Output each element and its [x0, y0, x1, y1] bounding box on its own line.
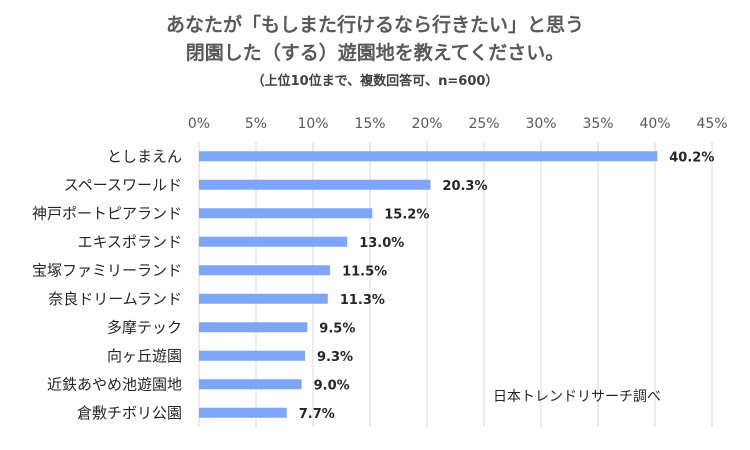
- x-tick-label: 5%: [245, 116, 267, 132]
- category-label: 神戸ポートピアランド: [32, 204, 182, 222]
- x-tick-label: 25%: [468, 116, 499, 132]
- source-note: 日本トレンドリサーチ調べ: [493, 389, 661, 405]
- x-tick-label: 40%: [639, 116, 670, 132]
- x-tick-label: 20%: [411, 116, 442, 132]
- data-label: 9.5%: [319, 321, 355, 336]
- x-tick-label: 15%: [354, 116, 385, 132]
- bar: [199, 236, 348, 247]
- category-label: 倉敷チボリ公園: [77, 404, 182, 422]
- category-label: 宝塚ファミリーランド: [32, 261, 182, 279]
- data-label: 11.5%: [342, 264, 387, 279]
- bar: [199, 407, 287, 418]
- data-label: 13.0%: [359, 236, 404, 251]
- category-label: エキスポランド: [77, 233, 182, 251]
- category-label: 奈良ドリームランド: [48, 290, 182, 308]
- data-label: 15.2%: [384, 207, 429, 222]
- data-label: 9.3%: [317, 350, 353, 365]
- data-label: 7.7%: [299, 407, 335, 422]
- data-label: 20.3%: [442, 179, 487, 194]
- x-tick-label: 35%: [582, 116, 613, 132]
- x-tick-label: 30%: [525, 116, 556, 132]
- category-label: 多摩テック: [107, 318, 182, 336]
- bar: [199, 322, 308, 333]
- category-label: 近鉄あやめ池遊園地: [47, 375, 182, 393]
- data-label: 11.3%: [340, 293, 385, 308]
- x-tick-label: 10%: [297, 116, 328, 132]
- bar: [199, 350, 306, 361]
- bar: [199, 379, 302, 390]
- x-tick-label: 0%: [188, 116, 210, 132]
- data-label: 40.2%: [669, 150, 714, 165]
- bar: [199, 151, 658, 162]
- bar: [199, 265, 331, 276]
- category-label: スペースワールド: [64, 176, 182, 194]
- category-label: 向ヶ丘遊園: [107, 347, 182, 365]
- chart-subtitle: （上位10位まで、複数回答可、n=600）: [251, 74, 499, 89]
- bar: [199, 208, 373, 219]
- bar: [199, 293, 328, 304]
- chart-title-line-2: 閉園した（する）遊園地を教えてください。: [185, 42, 565, 64]
- chart-title-line-1: あなたが「もしまた行けるなら行きたい」と思う: [165, 14, 584, 36]
- category-label: としまえん: [107, 147, 182, 165]
- x-tick-label: 45%: [696, 116, 727, 132]
- bar: [199, 179, 431, 190]
- data-label: 9.0%: [314, 378, 350, 393]
